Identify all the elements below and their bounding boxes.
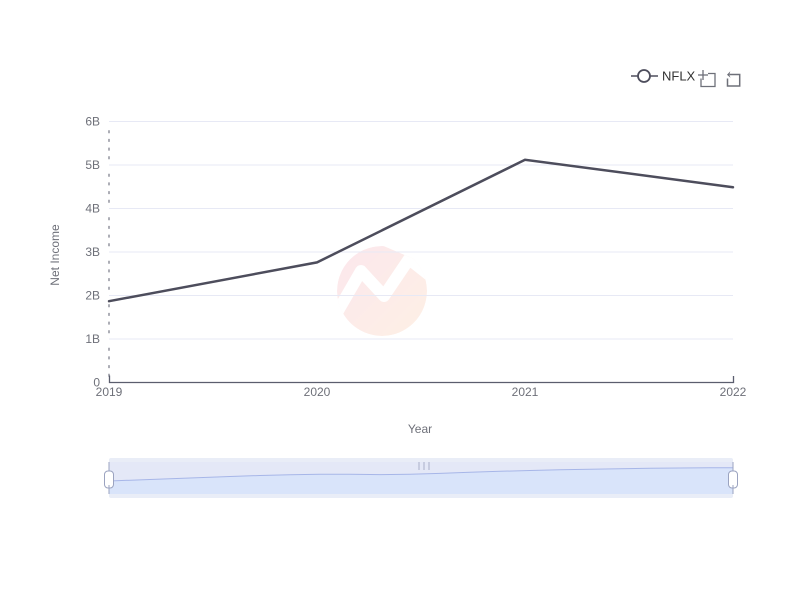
svg-text:2022: 2022 (720, 385, 747, 399)
svg-text:6B: 6B (85, 115, 100, 129)
svg-text:5B: 5B (85, 158, 100, 172)
svg-text:2020: 2020 (304, 385, 331, 399)
svg-text:2021: 2021 (512, 385, 539, 399)
svg-text:3B: 3B (85, 245, 100, 259)
svg-text:NFLX: NFLX (662, 69, 696, 84)
svg-text:2B: 2B (85, 289, 100, 303)
svg-text:4B: 4B (85, 202, 100, 216)
svg-text:1B: 1B (85, 332, 100, 346)
svg-text:Net Income: Net Income (48, 224, 62, 286)
svg-text:Year: Year (408, 422, 432, 436)
svg-text:2019: 2019 (96, 385, 123, 399)
